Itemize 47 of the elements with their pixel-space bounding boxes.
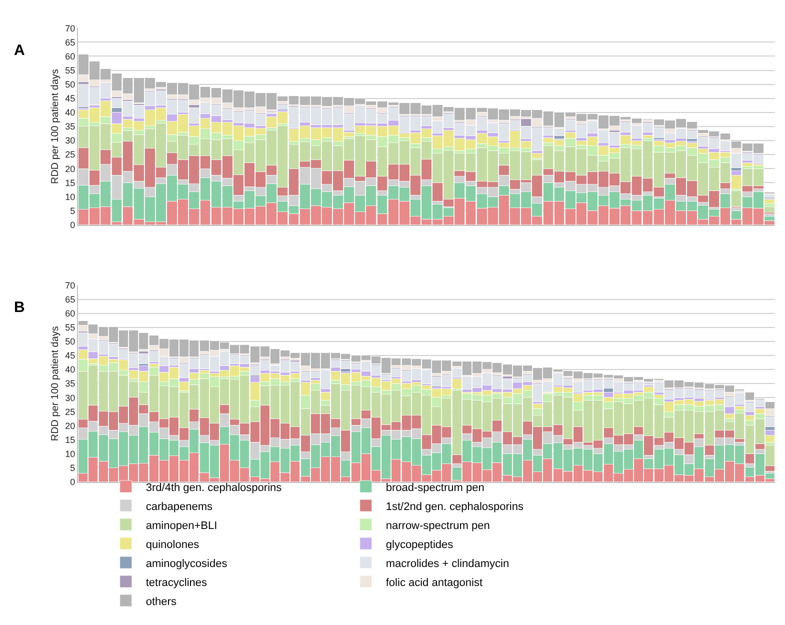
legend-label: carbapenems — [146, 500, 214, 513]
y-tick-label: 15 — [65, 178, 76, 188]
y-tick-label: 35 — [65, 122, 76, 132]
y-tick-label: 5 — [70, 463, 76, 474]
y-tick-label: 70 — [65, 280, 76, 290]
y-tick-label: 20 — [65, 420, 76, 431]
y-tick-label: 50 — [65, 79, 76, 90]
y-tick-label: 55 — [65, 65, 76, 76]
legend-label: quinolones — [146, 538, 200, 551]
y-tick-label: 30 — [65, 136, 76, 146]
y-tick-label: 55 — [65, 322, 76, 333]
y-tick-label: 10 — [65, 448, 76, 459]
y-tick-label: 70 — [65, 23, 76, 34]
y-tick-label: 15 — [65, 434, 76, 445]
y-tick-label: 0 — [70, 220, 76, 230]
y-tick-label: 45 — [65, 94, 76, 104]
y-tick-label: 65 — [65, 37, 76, 48]
legend-label: broad-spectrum pen — [386, 482, 484, 494]
y-tick-label: 60 — [65, 308, 76, 319]
y-tick-label: 45 — [65, 350, 76, 361]
y-tick-label: 35 — [65, 378, 76, 389]
legend-label: macrolides + clindamycin — [386, 558, 510, 570]
y-tick-label: 30 — [65, 392, 76, 403]
y-axis-title: RDD per 100 patient days — [50, 68, 62, 184]
y-tick-label: 0 — [70, 477, 76, 488]
legend-label: 3rd/4th gen. cephalosporins — [146, 482, 282, 494]
y-tick-label: 10 — [65, 192, 76, 202]
y-tick-label: 20 — [65, 164, 76, 174]
legend-label: others — [146, 596, 177, 608]
y-tick-label: 50 — [65, 336, 76, 347]
legend-label: folic acid antagonist — [386, 576, 483, 589]
y-tick-label: 25 — [65, 150, 76, 160]
text: A — [14, 42, 25, 59]
legend-label: glycopeptides — [386, 538, 454, 551]
legend-label: aminopen+BLI — [146, 520, 218, 532]
y-tick-label: 65 — [65, 294, 76, 304]
legend-label: aminoglycosides — [146, 558, 228, 570]
y-tick-label: 25 — [65, 406, 76, 417]
y-tick-label: 40 — [65, 364, 76, 375]
y-tick-label: 40 — [65, 108, 76, 118]
y-tick-label: 5 — [70, 206, 76, 216]
y-axis-title: RDD per 100 patient days — [50, 326, 62, 442]
y-tick-label: 60 — [65, 51, 76, 62]
legend-label: narrow-spectrum pen — [386, 520, 490, 532]
legend-label: 1st/2nd gen. cephalosporins — [386, 500, 524, 513]
legend-label: tetracyclines — [146, 576, 208, 589]
text: B — [14, 299, 25, 316]
